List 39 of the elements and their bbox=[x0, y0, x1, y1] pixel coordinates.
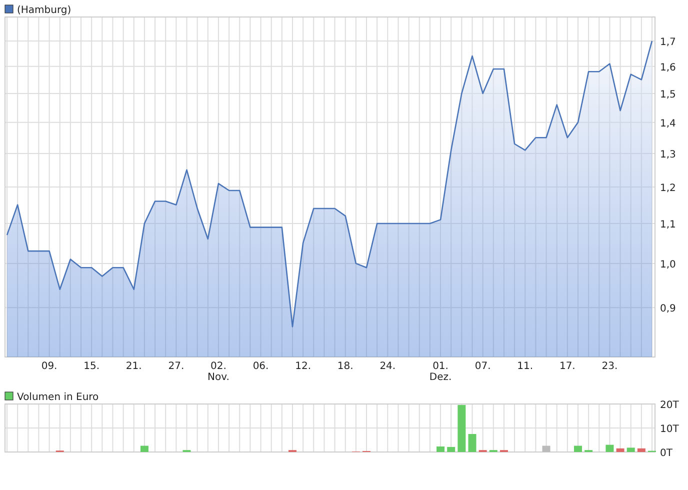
y-tick-label: 0T bbox=[660, 448, 674, 459]
y-tick-label: 1,6 bbox=[660, 62, 676, 74]
x-tick-label: 15. bbox=[84, 361, 100, 372]
y-tick-label: 1,3 bbox=[660, 149, 676, 160]
x-tick-label: 17. bbox=[559, 361, 576, 372]
y-tick-label: 1,1 bbox=[660, 219, 676, 230]
bar bbox=[616, 448, 624, 452]
bar bbox=[637, 448, 646, 452]
bar bbox=[574, 446, 582, 452]
bar bbox=[468, 434, 476, 452]
x-tick-label: 09. bbox=[41, 361, 58, 372]
bar bbox=[542, 446, 550, 452]
bar bbox=[447, 446, 456, 452]
y-tick-label: 1,7 bbox=[660, 36, 676, 48]
x-tick-label: 07. bbox=[474, 361, 491, 372]
x-tick-label: 11. bbox=[517, 361, 534, 372]
y-tick-label: 1,5 bbox=[660, 89, 676, 100]
y-tick-label: 0,9 bbox=[660, 304, 676, 315]
legend-label: Volumen in Euro bbox=[17, 392, 99, 403]
x-tick-label: 06. bbox=[252, 361, 269, 372]
x-tick-label: 12. bbox=[295, 361, 312, 372]
x-tick-label: 21. bbox=[126, 361, 142, 372]
x-tick-label: 23. bbox=[602, 361, 618, 372]
y-tick-label: 1,4 bbox=[660, 118, 676, 130]
y-tick-label: 10T bbox=[660, 424, 680, 435]
bar bbox=[436, 446, 445, 452]
bar bbox=[458, 404, 466, 452]
bar bbox=[606, 444, 614, 452]
bar bbox=[140, 446, 148, 452]
x-tick-label: 02. Nov. bbox=[208, 361, 230, 383]
x-tick-label: 27. bbox=[168, 361, 184, 372]
y-tick-label: 1,2 bbox=[660, 183, 676, 194]
y-tick-label: 20T bbox=[660, 400, 680, 411]
x-tick-label: 18. bbox=[337, 361, 354, 372]
x-tick-label: 24. bbox=[380, 361, 396, 372]
y-tick-label: 1,0 bbox=[660, 259, 676, 270]
legend-label: (Hamburg) bbox=[17, 5, 72, 16]
x-tick-label: 01. Dez. bbox=[429, 361, 452, 383]
bar bbox=[626, 448, 635, 452]
